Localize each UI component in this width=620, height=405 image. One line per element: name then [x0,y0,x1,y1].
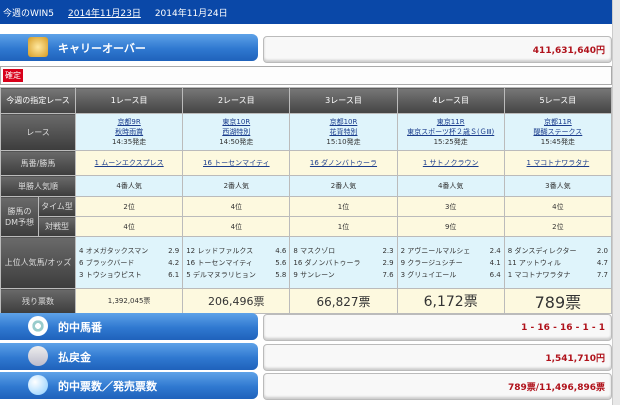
popularity: 2番人気 [223,182,250,190]
result-label: 払戻金 [58,350,91,364]
remaining-votes: 1,392,045票 [107,297,151,305]
result-label: 的中馬番 [58,320,102,334]
race-name-link[interactable]: 花背特別 [329,128,358,136]
race-table: 今週の指定レース 1レース目 2レース目 3レース目 4レース目 5レース目レース 京都9R… [0,87,613,314]
dm-match: 4位 [182,216,291,237]
result-label-bar: 払戻金 [0,343,258,370]
top-horse: 9 サンレーン 7.6 [293,270,394,279]
carryover-label: キャリーオーバー [58,41,146,55]
crown-icon [28,37,48,57]
race-name-link[interactable]: 東京スポーツ杯２歳Ｓ(ＧⅢ) [407,128,495,136]
top-horse: 6 ブラックバード 4.2 [79,258,180,267]
dm-time: 3位 [396,196,505,217]
top-horse: 12 レッドファルクス 4.6 [186,246,287,255]
carryover-value: 411,631,640円 [263,36,612,63]
winner-link[interactable]: 16 トーセンマイティ [203,159,270,167]
popularity: 2番人気 [330,182,357,190]
row-label: タイム型 [37,196,77,217]
orb-icon [28,375,48,395]
target-icon [28,316,48,336]
race-venue-link[interactable]: 京都10R [329,118,358,126]
remaining-votes: 789票 [534,293,582,312]
status-badge: 確定 [3,69,23,82]
scrollbar[interactable] [612,0,620,405]
top-horse: 3 トウショウピスト 6.1 [79,270,180,279]
dm-time: 1位 [289,196,398,217]
dm-match: 2位 [503,216,613,237]
top-horse: 16 ダノンバトゥーラ 2.9 [293,258,394,267]
top-horse: 5 デルマヌラリヒョン 5.8 [186,270,287,279]
carryover-label-bar: キャリーオーバー [0,34,258,61]
corner-header: 今週の指定レース [0,87,77,114]
top-horse: 16 トーセンマイティ 5.6 [186,258,287,267]
winner-link[interactable]: 1 サトノクラウン [422,159,479,167]
start-time: 15:45発走 [540,138,575,146]
start-time: 14:50発走 [219,138,254,146]
race-name-link[interactable]: 西湖特別 [222,128,251,136]
dm-time: 4位 [182,196,291,217]
dm-time: 2位 [75,196,184,217]
top-horse: 8 ダンスディレクター 2.0 [507,246,608,255]
column-header: 2レース目 [182,87,291,114]
race-venue-link[interactable]: 東京10R [222,118,251,126]
dm-time: 4位 [503,196,613,217]
result-value: 789票/11,496,896票 [263,373,612,400]
status-row: 確定 [0,66,612,85]
dm-match: 4位 [75,216,184,237]
row-label: 馬番/勝馬 [0,150,77,176]
popularity: 3番人気 [545,182,571,190]
result-label-bar: 的中票数／発売票数 [0,372,258,399]
coins-icon [28,346,48,366]
date-tab-1[interactable]: 2014年11月23日 [68,8,141,19]
dm-match: 1位 [289,216,398,237]
start-time: 14:35発走 [112,138,147,146]
start-time: 15:10発走 [326,138,361,146]
row-label: レース [0,113,77,151]
start-time: 15:25発走 [433,138,468,146]
result-label: 的中票数／発売票数 [58,379,157,393]
remaining-votes: 206,496票 [208,295,265,308]
winner-link[interactable]: 1 ムーンエクスプレス [94,159,164,167]
top-horse: 4 オメガタックスマン 2.9 [79,246,180,255]
dm-match: 9位 [396,216,505,237]
popularity: 4番人気 [116,182,142,190]
column-header: 1レース目 [75,87,184,114]
race-name-link[interactable]: 醍醐ステークス [533,128,583,136]
row-label: 単勝人気順 [0,175,77,197]
top-horse: 3 グリュイエール 6.4 [400,270,501,279]
dm-label: 勝馬のDM予想 [0,196,39,237]
top-horse: 9 クラージュシチー 4.1 [400,258,501,267]
remaining-votes: 66,827票 [316,294,371,309]
top-horse: 11 アットウィル 4.7 [507,258,608,267]
row-label: 対戦型 [37,216,77,237]
popularity: 4番人気 [437,182,464,190]
column-header: 3レース目 [289,87,398,114]
top-horse: 8 マスクゾロ 2.3 [293,246,394,255]
result-value: 1,541,710円 [263,344,612,371]
race-venue-link[interactable]: 東京11R [436,118,465,126]
winner-link[interactable]: 1 マコトナワラタナ [526,159,590,167]
row-label: 上位人気馬/オッズ [0,236,77,289]
column-header: 5レース目 [503,87,613,114]
date-tab-2[interactable]: 2014年11月24日 [154,8,228,19]
top-horse: 1 マコトナワラタナ 7.7 [507,270,608,279]
result-label-bar: 的中馬番 [0,313,258,340]
row-label: 残り票数 [0,288,77,314]
race-name-link[interactable]: 秋時雨賞 [115,128,144,136]
result-value: 1 - 16 - 16 - 1 - 1 [263,314,612,341]
winner-link[interactable]: 16 ダノンバトゥーラ [309,159,378,167]
column-header: 4レース目 [396,87,505,114]
race-venue-link[interactable]: 京都11R [543,118,572,126]
week-header: 今週のWIN5 2014年11月23日 2014年11月24日 [0,0,612,24]
header-title: 今週のWIN5 [3,8,55,19]
top-horse: 2 アヴニールマルシェ 2.4 [400,246,501,255]
race-venue-link[interactable]: 京都9R [117,118,141,126]
remaining-votes: 6,172票 [423,294,478,310]
